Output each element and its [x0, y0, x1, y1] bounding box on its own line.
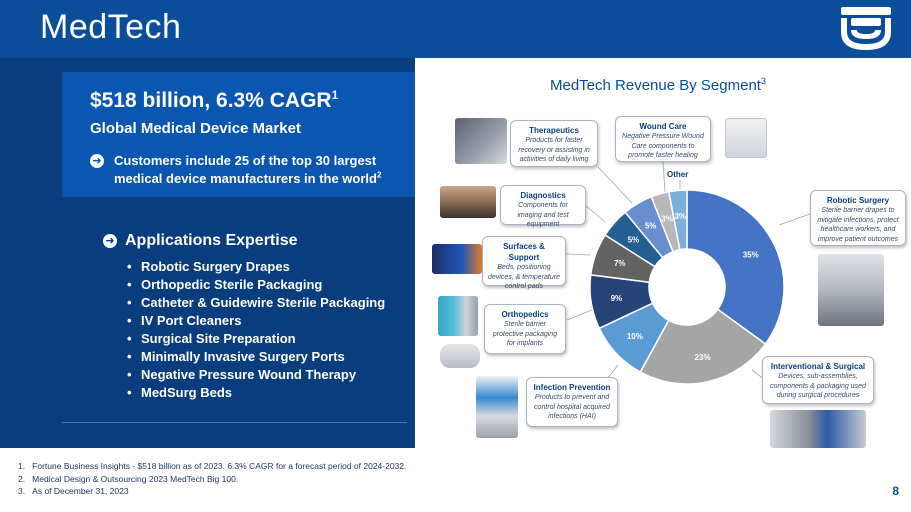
- list-item: Negative Pressure Wound Therapy: [127, 366, 385, 384]
- callout-diagnostics: Diagnostics Components for imaging and t…: [500, 185, 586, 228]
- list-item: Robotic Surgery Drapes: [127, 258, 385, 276]
- applications-title: ➜ Applications Expertise: [103, 232, 298, 250]
- callout-infection-prevention: Infection Prevention Products to prevent…: [526, 377, 618, 427]
- slice-value-label: 10%: [627, 332, 643, 341]
- slice-value-label: 7%: [614, 259, 626, 268]
- header-bar: MedTech: [0, 0, 911, 58]
- market-subtitle: Global Medical Device Market: [90, 120, 301, 137]
- company-logo-icon: [841, 7, 891, 50]
- footnotes: 1. Fortune Business Insights - $518 bill…: [18, 460, 406, 498]
- divider: [62, 422, 407, 423]
- list-item: Surgical Site Preparation: [127, 330, 385, 348]
- arrow-circle-icon: ➜: [103, 234, 117, 248]
- donut-slice-surfaces-support: [589, 233, 656, 284]
- slice-value-label: 3%: [674, 212, 686, 221]
- footnote: 2. Medical Design & Outsourcing 2023 Med…: [18, 473, 239, 484]
- applications-list: Robotic Surgery Drapes Orthopedic Steril…: [127, 258, 385, 402]
- slice-value-label: 5%: [645, 221, 657, 230]
- page-title: MedTech: [40, 8, 182, 46]
- callout-orthopedics: Orthopedics Sterile barrier protective p…: [484, 304, 566, 354]
- interventional-device-image: [770, 410, 866, 448]
- slice-value-label: 3%: [661, 214, 673, 223]
- donut-slice-wound-care: [650, 190, 681, 253]
- infection-prevention-image: [476, 376, 518, 438]
- list-item: IV Port Cleaners: [127, 312, 385, 330]
- market-headline: $518 billion, 6.3% CAGR1: [90, 88, 339, 112]
- callout-interventional-surgical: Interventional & Surgical Devices, sub-a…: [762, 356, 874, 404]
- page-number: 8: [892, 484, 899, 498]
- customers-bullet: ➜ Customers include 25 of the top 30 lar…: [90, 152, 410, 187]
- donut-slice-diagnostics: [604, 211, 664, 268]
- list-item: Orthopedic Sterile Packaging: [127, 276, 385, 294]
- market-highlight-box: $518 billion, 6.3% CAGR1 Global Medical …: [54, 72, 415, 197]
- orthopedics-packaging-image: [438, 296, 478, 336]
- callout-other: Other: [667, 170, 689, 179]
- diagnostics-equipment-image: [440, 186, 496, 218]
- robotic-surgery-image: [818, 254, 884, 326]
- callout-robotic-surgery: Robotic Surgery Sterile barrier drapes t…: [810, 190, 906, 246]
- callout-wound-care: Wound Care Negative Pressure Wound Care …: [615, 116, 711, 162]
- arrow-circle-icon: ➜: [90, 154, 104, 168]
- footnote: 3. As of December 31, 2023: [18, 486, 129, 496]
- surfaces-support-image: [432, 244, 482, 274]
- donut-slice-orthopedics: [589, 274, 654, 330]
- wound-care-device-image: [725, 118, 767, 158]
- donut-slice-infection-prevention: [598, 302, 670, 374]
- donut-slice-other: [667, 189, 688, 251]
- donut-slice-interventional-surgical: [639, 308, 767, 385]
- callout-therapeutics: Therapeutics Products for faster recover…: [510, 120, 598, 167]
- slice-value-label: 9%: [611, 294, 623, 303]
- slice-value-label: 5%: [628, 236, 640, 245]
- donut-slice-robotic-surgery: [686, 189, 785, 346]
- slice-value-label: 23%: [695, 353, 711, 362]
- orthopedics-tray-image: [440, 344, 480, 368]
- therapeutics-product-image: [455, 118, 507, 164]
- list-item: MedSurg Beds: [127, 384, 385, 402]
- chart-title: MedTech Revenue By Segment3: [550, 76, 766, 94]
- callout-surfaces-support: Surfaces & Support Beds, positioning dev…: [482, 236, 566, 290]
- list-item: Minimally Invasive Surgery Ports: [127, 348, 385, 366]
- list-item: Catheter & Guidewire Sterile Packaging: [127, 294, 385, 312]
- slice-value-label: 35%: [743, 251, 759, 260]
- leader-lines: [565, 161, 811, 384]
- donut-slice-therapeutics: [624, 195, 674, 259]
- footnote: 1. Fortune Business Insights - $518 bill…: [18, 461, 407, 471]
